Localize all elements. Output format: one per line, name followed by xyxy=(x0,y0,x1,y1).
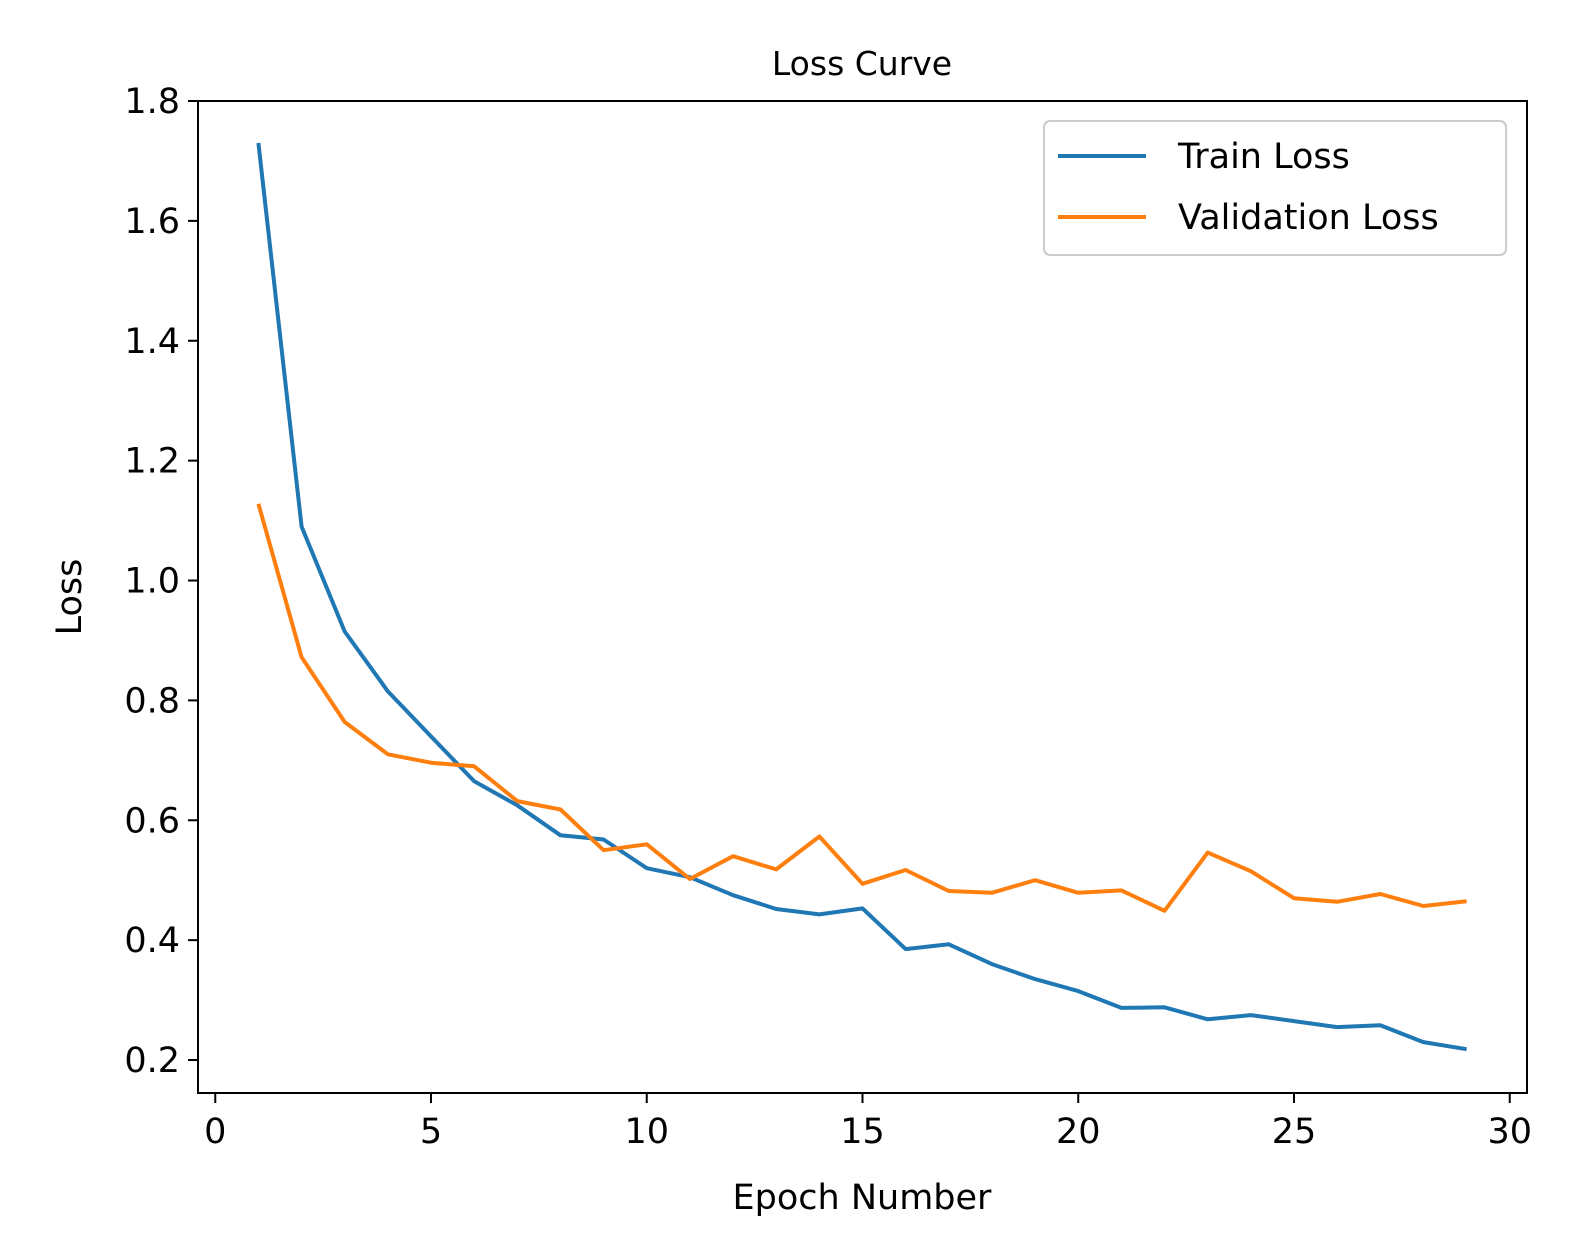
series-lines xyxy=(256,142,1467,1052)
y-tick-label: 0.4 xyxy=(124,921,180,961)
y-axis: 0.2 0.4 0.6 0.8 1.0 1.2 1.4 1.6 1.8 xyxy=(124,82,198,1081)
x-tick-label: 10 xyxy=(624,1112,669,1152)
y-tick-label: 0.8 xyxy=(124,681,180,721)
x-tick-label: 20 xyxy=(1056,1112,1101,1152)
x-tick-label: 25 xyxy=(1272,1112,1317,1152)
legend: Train Loss Validation Loss xyxy=(1043,120,1507,256)
y-tick-label: 1.0 xyxy=(124,562,180,602)
series-line-validation-loss xyxy=(256,503,1467,913)
chart-title: Loss Curve xyxy=(772,44,952,83)
x-tick-label: 30 xyxy=(1487,1112,1532,1152)
x-tick-label: 15 xyxy=(840,1112,885,1152)
series-line-train-loss xyxy=(256,142,1467,1052)
x-tick-label: 5 xyxy=(420,1112,442,1152)
legend-label: Train Loss xyxy=(1177,137,1350,177)
y-axis-label: Loss xyxy=(50,559,90,636)
y-tick-label: 1.8 xyxy=(124,82,180,122)
x-axis: 0 5 10 15 20 25 30 xyxy=(204,1093,1532,1152)
y-tick-label: 0.6 xyxy=(124,801,180,841)
y-tick-label: 1.6 xyxy=(124,202,180,242)
y-tick-label: 0.2 xyxy=(124,1041,180,1081)
legend-label: Validation Loss xyxy=(1178,198,1439,238)
legend-box xyxy=(1043,120,1507,256)
x-axis-label: Epoch Number xyxy=(733,1178,993,1218)
y-tick-label: 1.4 xyxy=(124,322,180,362)
y-tick-label: 1.2 xyxy=(124,442,180,482)
x-tick-label: 0 xyxy=(204,1112,226,1152)
